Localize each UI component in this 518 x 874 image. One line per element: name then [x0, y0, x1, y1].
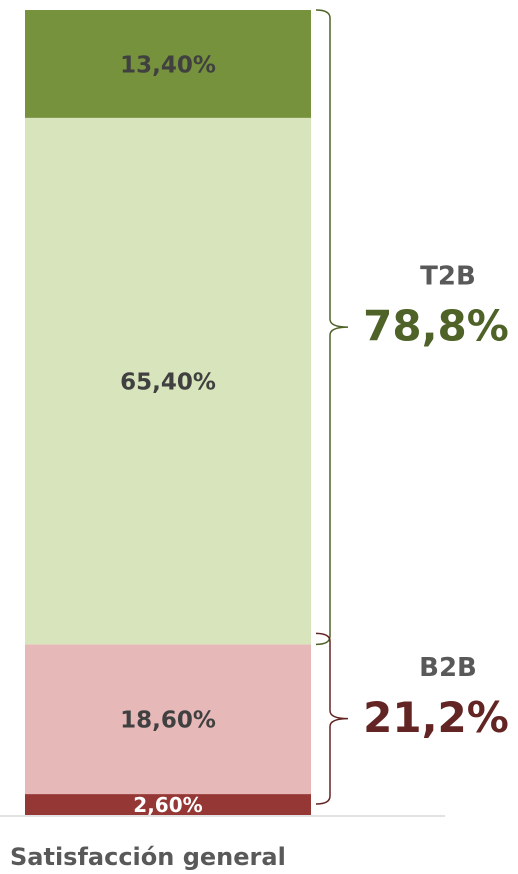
- annotation-value: 21,2%: [363, 693, 509, 742]
- annotation-label: B2B: [419, 653, 477, 683]
- bar-segment: [25, 794, 311, 815]
- bar-segment: [25, 117, 311, 645]
- bracket: [315, 632, 349, 805]
- bar-segment: [25, 10, 311, 118]
- bracket: [315, 9, 349, 646]
- annotation-value: 78,8%: [363, 302, 509, 351]
- value-label: 18,60%: [120, 708, 216, 734]
- value-label: 2,60%: [133, 793, 202, 817]
- bar-segment: [25, 644, 311, 795]
- value-label: 65,40%: [120, 370, 216, 396]
- annotation-label: T2B: [420, 262, 476, 292]
- x-tick-label: Satisfacción general: [10, 843, 286, 871]
- value-label: 13,40%: [120, 52, 216, 78]
